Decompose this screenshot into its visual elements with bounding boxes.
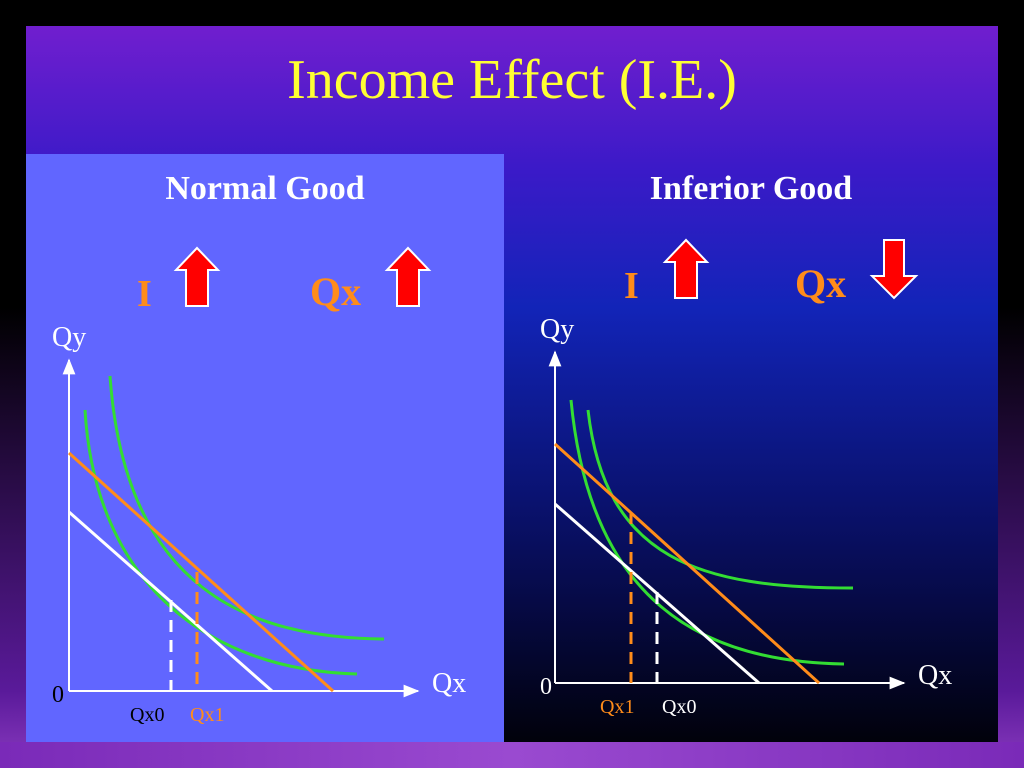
normal-good-heading: Normal Good [165,170,365,207]
tick-label-qx1: Qx1 [600,696,634,718]
x-axis-label: Qx [918,660,952,691]
income-symbol: I [137,273,152,315]
budget-line-new [553,442,821,685]
frame-right [998,0,1024,768]
slide-title: Income Effect (I.E.) [287,49,737,111]
indifference-curve-new [108,375,385,641]
origin-label: 0 [52,682,64,708]
tick-label-qx0: Qx0 [130,704,164,726]
income-symbol: I [624,265,639,307]
indifference-curve-initial [569,399,845,666]
tick-label-qx0: Qx0 [662,696,696,718]
frame-top [0,0,1024,26]
y-axis-label: Qy [52,322,86,353]
tick-label-qx1: Qx1 [190,704,224,726]
up-arrow-icon [173,246,221,307]
up-arrow-icon [662,238,710,299]
frame-left [0,0,26,768]
origin-label: 0 [540,674,552,700]
quantity-symbol: Qx [310,269,361,314]
down-arrow-icon [869,239,919,300]
x-axis-label: Qx [432,668,466,699]
normal-good-diagram: I Qx Qy Qx 0 Qx0 Qx1 [52,246,466,726]
inferior-good-diagram: I Qx Qy Qx 0 Qx1 Qx0 [540,238,952,718]
indifference-curve-new [586,409,854,590]
y-axis-label: Qy [540,314,574,345]
quantity-symbol: Qx [795,261,846,306]
up-arrow-icon [384,246,432,307]
inferior-good-heading: Inferior Good [649,170,853,207]
normal-good-panel-background [26,154,504,742]
frame-bottom [0,742,1024,768]
budget-line-new [67,451,335,693]
